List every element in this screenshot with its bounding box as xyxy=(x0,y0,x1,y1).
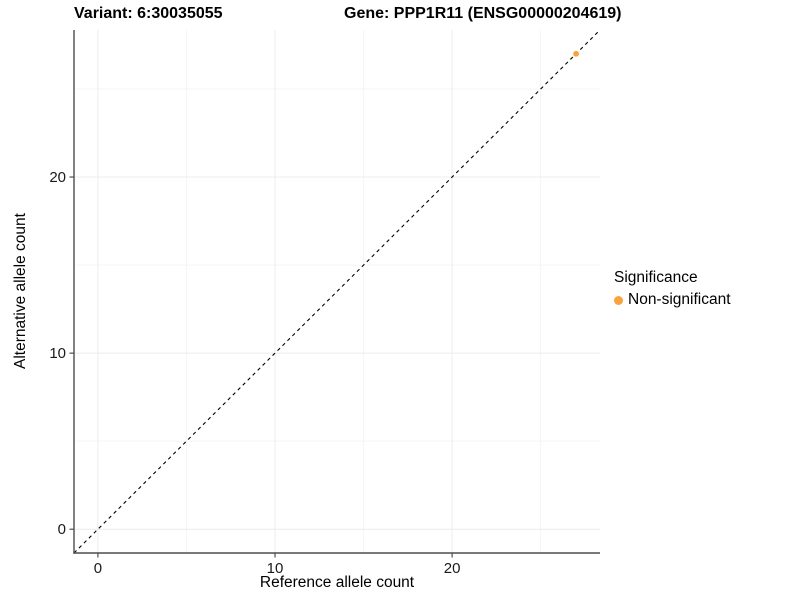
legend: Significance Non-significant xyxy=(614,269,731,309)
x-tick-label: 20 xyxy=(444,560,461,577)
non-significant-point-icon xyxy=(614,295,623,305)
legend-title: Significance xyxy=(614,269,698,286)
variant-title: Variant: 6:30035055 xyxy=(74,5,223,22)
x-axis-title: Reference allele count xyxy=(259,574,415,591)
legend-item-label: Non-significant xyxy=(628,291,731,308)
y-tick-label: 0 xyxy=(58,521,66,538)
data-point xyxy=(573,50,579,57)
x-tick-label: 0 xyxy=(94,560,102,577)
y-tick-label: 20 xyxy=(49,169,66,186)
y-axis-title: Alternative allele count xyxy=(12,213,29,369)
gene-title: Gene: PPP1R11 (ENSG00000204619) xyxy=(344,5,622,22)
legend-item-non-significant: Non-significant xyxy=(614,291,731,309)
identity-reference-line xyxy=(73,29,601,554)
y-tick-label: 10 xyxy=(49,345,66,362)
x-tick-label: 10 xyxy=(267,560,284,577)
